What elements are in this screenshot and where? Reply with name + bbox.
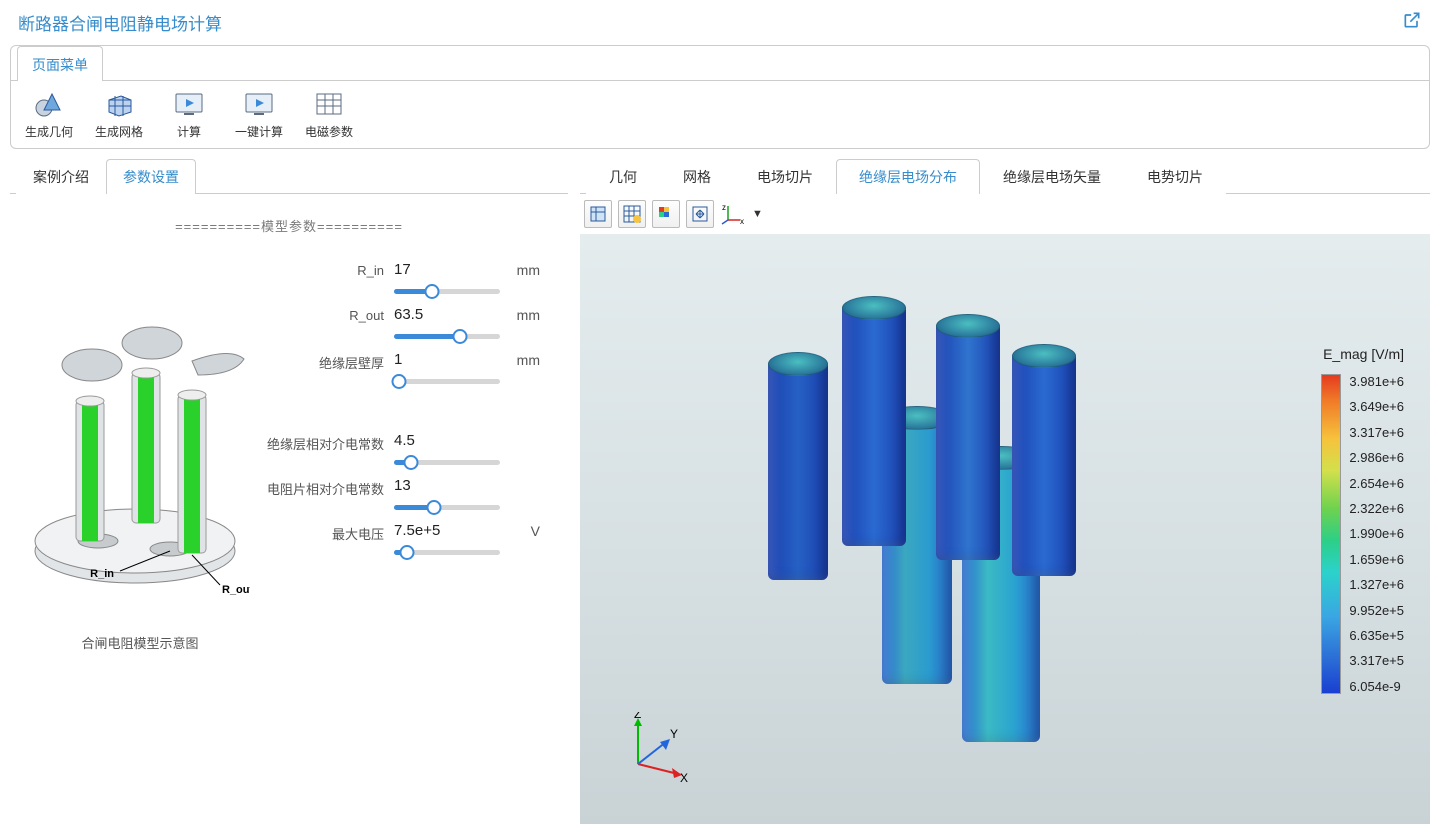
param-value[interactable]: 17 xyxy=(394,259,500,282)
view-cube-button[interactable] xyxy=(584,200,612,228)
view-grid-button[interactable] xyxy=(618,200,646,228)
svg-text:x: x xyxy=(740,217,744,226)
ribbon-btn-label: 一键计算 xyxy=(235,123,283,140)
param-row: R_out 63.5 mm xyxy=(266,304,558,345)
legend-title: E_mag [V/m] xyxy=(1323,346,1404,362)
legend-tick: 1.327e+6 xyxy=(1349,577,1404,592)
param-label: 最大电压 xyxy=(266,520,394,543)
param-value[interactable]: 4.5 xyxy=(394,430,500,453)
axis-gizmo: Z Y X xyxy=(614,712,692,782)
em-params-icon xyxy=(311,89,347,119)
field-cylinder xyxy=(768,360,828,580)
viz-tab-4[interactable]: 绝缘层电场矢量 xyxy=(980,159,1124,194)
param-slider[interactable] xyxy=(394,543,500,561)
viz-tab-3[interactable]: 绝缘层电场分布 xyxy=(836,159,980,194)
chevron-down-icon: ▼ xyxy=(752,208,763,220)
ribbon-em-params[interactable]: 电磁参数 xyxy=(295,87,363,142)
param-value[interactable]: 1 xyxy=(394,349,500,372)
param-row: 绝缘层壁厚 1 mm xyxy=(266,349,558,390)
ribbon-btn-label: 电磁参数 xyxy=(305,123,353,140)
field-cylinder xyxy=(842,304,906,546)
legend-tick: 3.649e+6 xyxy=(1349,399,1404,414)
legend-tick: 6.635e+5 xyxy=(1349,628,1404,643)
ribbon-generate-geometry[interactable]: 生成几何 xyxy=(15,87,83,142)
legend-tick: 2.322e+6 xyxy=(1349,501,1404,516)
ribbon-tab-page-menu[interactable]: 页面菜单 xyxy=(17,46,103,81)
viz-tab-5[interactable]: 电势切片 xyxy=(1124,159,1226,194)
svg-text:Y: Y xyxy=(670,727,678,741)
legend-tick: 2.654e+6 xyxy=(1349,476,1404,491)
3d-viewport[interactable]: E_mag [V/m] 3.981e+6 3.649e+6 3.317e+6 2.98… xyxy=(580,234,1430,824)
param-unit: mm xyxy=(500,304,540,323)
field-cylinder xyxy=(1012,352,1076,576)
param-label: R_in xyxy=(266,259,394,278)
svg-text:X: X xyxy=(680,771,688,782)
svg-text:R_in: R_in xyxy=(90,568,114,580)
legend-tick: 3.317e+6 xyxy=(1349,425,1404,440)
ribbon-compute-all[interactable]: 一键计算 xyxy=(225,87,293,142)
legend-tick: 6.054e-9 xyxy=(1349,679,1404,694)
ribbon-btn-label: 生成网格 xyxy=(95,123,143,140)
param-unit: mm xyxy=(500,349,540,368)
open-external-icon[interactable] xyxy=(1402,10,1422,35)
param-slider[interactable] xyxy=(394,372,500,390)
viz-tab-0[interactable]: 几何 xyxy=(586,159,660,194)
param-slider[interactable] xyxy=(394,498,500,516)
params-section-header: ==========模型参数========== xyxy=(20,216,558,235)
legend-tick: 3.317e+5 xyxy=(1349,653,1404,668)
tab-case-intro[interactable]: 案例介绍 xyxy=(16,159,106,194)
param-row: 电阻片相对介电常数 13 xyxy=(266,475,558,516)
ribbon-generate-mesh[interactable]: 生成网格 xyxy=(85,87,153,142)
param-slider[interactable] xyxy=(394,453,500,471)
model-schematic: R_in R_out xyxy=(20,303,250,613)
legend-tick: 9.952e+5 xyxy=(1349,603,1404,618)
svg-text:Z: Z xyxy=(634,712,641,721)
legend-tick: 1.990e+6 xyxy=(1349,526,1404,541)
compute-icon xyxy=(171,89,207,119)
param-slider[interactable] xyxy=(394,282,500,300)
ribbon-btn-label: 计算 xyxy=(177,123,201,140)
view-axes-dropdown[interactable]: x z ▼ xyxy=(720,200,763,228)
svg-text:z: z xyxy=(722,203,726,212)
param-row: 最大电压 7.5e+5 V xyxy=(266,520,558,561)
mesh-icon xyxy=(101,89,137,119)
color-legend: 3.981e+6 3.649e+6 3.317e+6 2.986e+6 2.654e+6… xyxy=(1321,374,1404,694)
legend-tick: 3.981e+6 xyxy=(1349,374,1404,389)
legend-tick: 2.986e+6 xyxy=(1349,450,1404,465)
page-title: 断路器合闸电阻静电场计算 xyxy=(18,10,222,35)
compute-all-icon xyxy=(241,89,277,119)
ribbon-btn-label: 生成几何 xyxy=(25,123,73,140)
schematic-caption: 合闸电阻模型示意图 xyxy=(20,633,260,652)
geometry-icon xyxy=(31,89,67,119)
param-label: R_out xyxy=(266,304,394,323)
ribbon-compute[interactable]: 计算 xyxy=(155,87,223,142)
param-unit xyxy=(500,475,540,478)
param-unit: mm xyxy=(500,259,540,278)
param-unit: V xyxy=(500,520,540,539)
svg-text:R_out: R_out xyxy=(222,584,250,596)
viz-tab-1[interactable]: 网格 xyxy=(660,159,734,194)
param-slider[interactable] xyxy=(394,327,500,345)
param-row: 绝缘层相对介电常数 4.5 xyxy=(266,430,558,471)
legend-tick: 1.659e+6 xyxy=(1349,552,1404,567)
viz-tab-2[interactable]: 电场切片 xyxy=(734,159,836,194)
param-unit xyxy=(500,430,540,433)
param-value[interactable]: 7.5e+5 xyxy=(394,520,500,543)
view-fit-button[interactable] xyxy=(686,200,714,228)
param-label: 电阻片相对介电常数 xyxy=(266,475,394,498)
param-row: R_in 17 mm xyxy=(266,259,558,300)
tab-param-settings[interactable]: 参数设置 xyxy=(106,159,196,194)
param-value[interactable]: 13 xyxy=(394,475,500,498)
param-value[interactable]: 63.5 xyxy=(394,304,500,327)
param-label: 绝缘层相对介电常数 xyxy=(266,430,394,453)
param-label: 绝缘层壁厚 xyxy=(266,349,394,372)
field-cylinder xyxy=(936,322,1000,560)
view-colormap-button[interactable] xyxy=(652,200,680,228)
